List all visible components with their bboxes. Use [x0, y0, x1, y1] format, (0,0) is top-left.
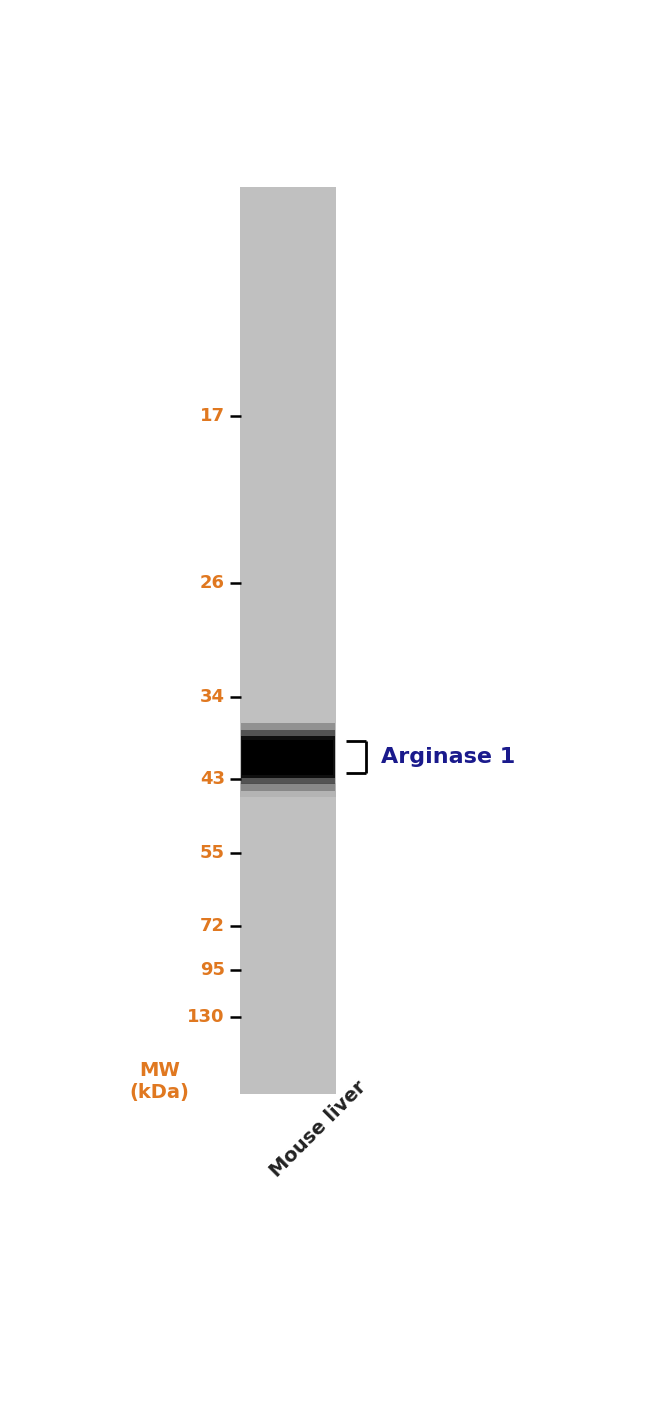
Bar — [241, 724, 335, 790]
Bar — [242, 739, 333, 775]
Text: 43: 43 — [200, 771, 225, 788]
Text: 72: 72 — [200, 917, 225, 935]
Text: 130: 130 — [187, 1007, 225, 1026]
Bar — [241, 736, 335, 778]
Text: 95: 95 — [200, 961, 225, 979]
Bar — [240, 783, 335, 797]
Text: 34: 34 — [200, 688, 225, 705]
Text: Arginase 1: Arginase 1 — [381, 746, 515, 768]
Text: MW
(kDa): MW (kDa) — [129, 1061, 189, 1101]
Text: 55: 55 — [200, 844, 225, 863]
Bar — [240, 187, 335, 1094]
Bar — [241, 729, 335, 785]
Text: Mouse liver: Mouse liver — [266, 1077, 370, 1181]
Text: 17: 17 — [200, 407, 225, 426]
Text: 26: 26 — [200, 575, 225, 592]
